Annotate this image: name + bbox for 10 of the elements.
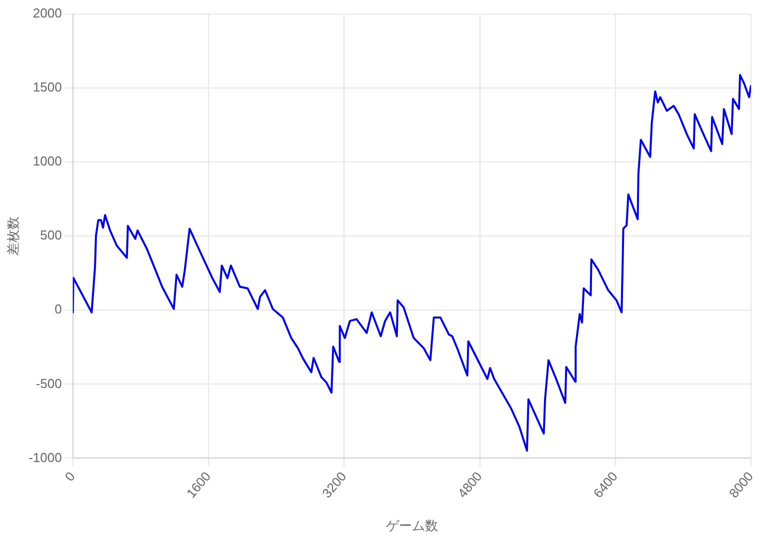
y-tick-label: -1000 bbox=[28, 450, 62, 465]
x-axis-title: ゲーム数 bbox=[386, 518, 438, 533]
x-tick-label: 0 bbox=[62, 468, 78, 484]
y-tick-label: 1000 bbox=[32, 154, 62, 169]
y-tick-label: 1500 bbox=[32, 80, 62, 95]
y-tick-label: 2000 bbox=[32, 6, 62, 21]
y-tick-label: -500 bbox=[36, 376, 62, 391]
y-tick-label: 0 bbox=[54, 302, 62, 317]
y-axis-title: 差枚数 bbox=[5, 216, 20, 256]
y-tick-label: 500 bbox=[40, 228, 62, 243]
